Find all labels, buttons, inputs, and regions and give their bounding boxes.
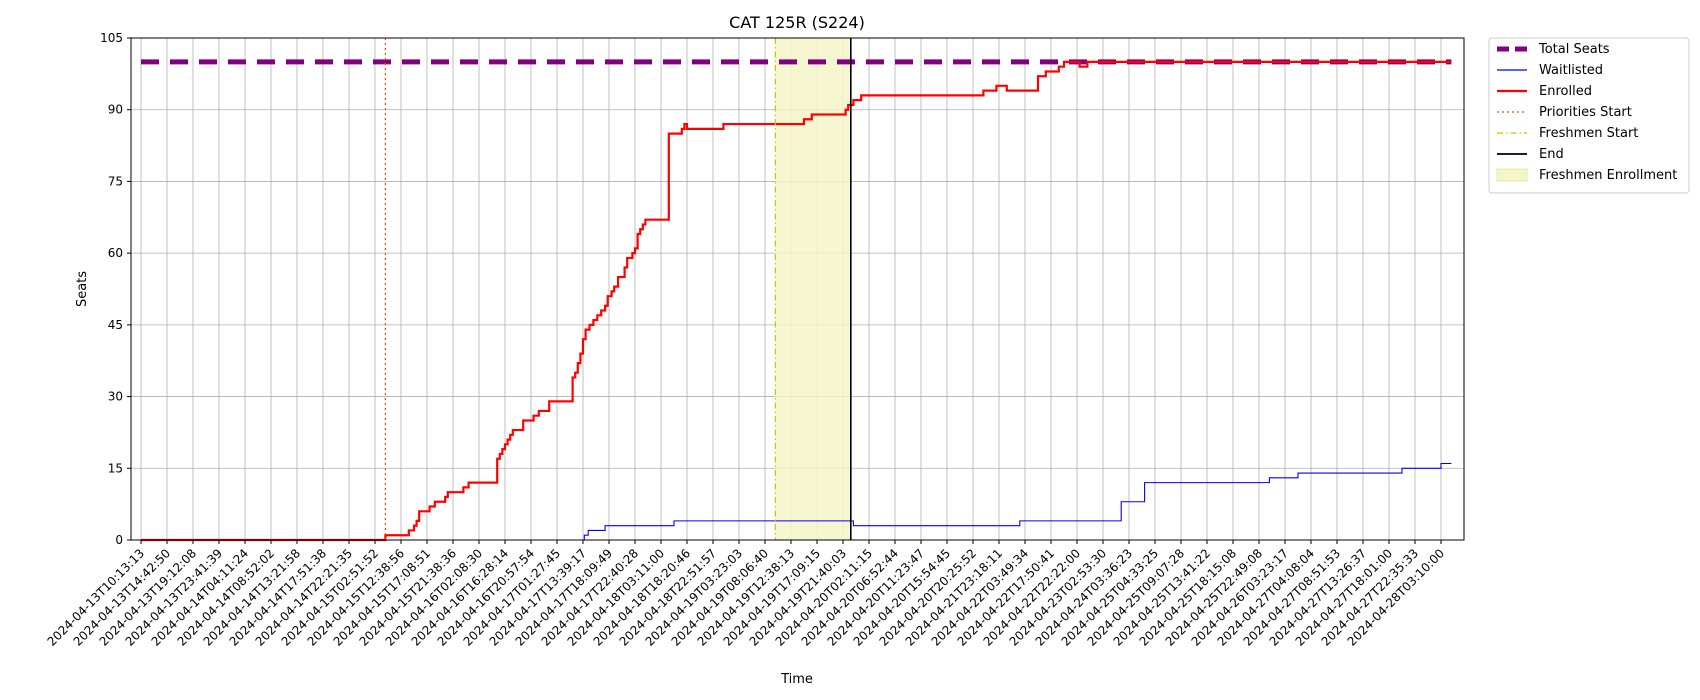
x-axis-ticks: 2024-04-13T10:13:132024-04-13T14:42:5020… xyxy=(45,540,1447,649)
y-tick-label: 60 xyxy=(108,246,123,260)
legend-label: Freshmen Enrollment xyxy=(1539,168,1677,183)
legend-label: Freshmen Start xyxy=(1539,126,1638,141)
enrolled-line xyxy=(141,60,1452,542)
legend-label: Total Seats xyxy=(1538,42,1610,57)
y-axis-label: Seats xyxy=(75,271,90,307)
series-lines xyxy=(141,59,1452,542)
grid xyxy=(131,37,1464,541)
legend-label: Enrolled xyxy=(1539,84,1592,99)
y-axis-ticks: 0 15 30 45 60 75 90 105 xyxy=(100,31,131,547)
legend-label: Priorities Start xyxy=(1539,105,1632,120)
legend-label: End xyxy=(1539,147,1564,162)
y-tick-label: 105 xyxy=(100,31,123,45)
y-tick-label: 0 xyxy=(115,533,123,547)
vertical-markers xyxy=(384,38,852,540)
legend-swatch xyxy=(1496,168,1528,182)
freshmen-enrollment-span xyxy=(775,38,851,540)
plot-frame xyxy=(130,37,1465,541)
y-tick-label: 90 xyxy=(108,103,123,117)
y-tick-label: 30 xyxy=(108,390,123,404)
waitlisted-line xyxy=(141,462,1452,541)
legend-label: Waitlisted xyxy=(1539,63,1603,78)
y-tick-label: 75 xyxy=(108,174,123,188)
y-tick-label: 45 xyxy=(108,318,123,332)
legend: Total Seats Waitlisted Enrolled Priorities … xyxy=(1488,37,1690,194)
x-axis-label: Time xyxy=(780,672,813,687)
chart-title: CAT 125R (S224) xyxy=(729,13,865,32)
y-tick-label: 15 xyxy=(108,461,123,475)
legend-box xyxy=(1488,37,1690,194)
shaded-spans xyxy=(775,38,851,540)
